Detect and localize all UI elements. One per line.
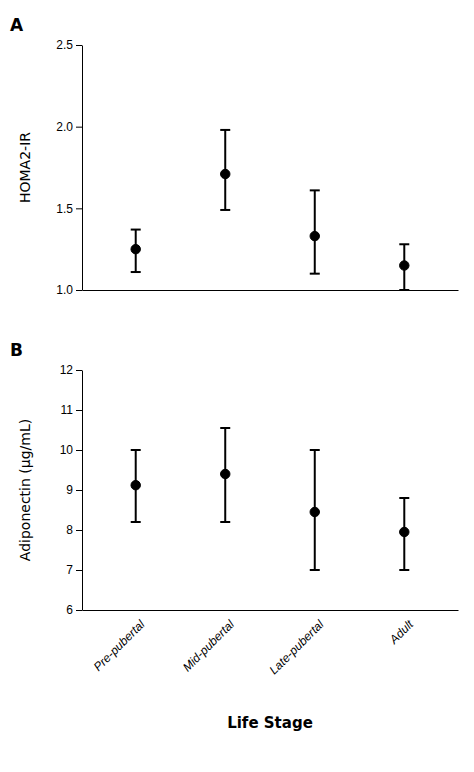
y-tick-mark [76, 570, 82, 571]
point [310, 231, 319, 240]
x-axis-line [83, 290, 459, 291]
point [131, 244, 140, 253]
y-axis-line [82, 46, 83, 291]
y-tick: 2.0 [56, 120, 82, 134]
point [221, 469, 230, 478]
error-bar [131, 450, 141, 522]
y-tick-mark [76, 490, 82, 491]
error-bar [131, 230, 141, 272]
panel: 6 7 8 9 10 11 12 Pre-pubertal Mid-pubertal Late-p… [10, 340, 459, 732]
y-tick-mark [76, 410, 82, 411]
error-bar-cap-upper [220, 427, 230, 429]
y-tick-label: 2.5 [56, 38, 73, 52]
x-tick-label: Adult [386, 617, 416, 647]
y-tick-mark [76, 45, 82, 46]
error-bar-cap-upper [131, 229, 141, 231]
error-bar-cap-upper [310, 189, 320, 191]
panel-label: B [10, 340, 23, 360]
y-tick: 1.5 [56, 202, 82, 216]
error-bar-cap-lower [399, 569, 409, 571]
y-tick: 12 [60, 363, 82, 377]
x-axis [83, 290, 459, 291]
x-axis-line [83, 610, 459, 611]
point [310, 507, 319, 516]
error-bar [310, 190, 320, 273]
error-bar-cap-lower [220, 209, 230, 211]
error-bar-cap-upper [131, 449, 141, 451]
x-tick-label: Pre-pubertal [91, 617, 148, 674]
x-tick: Pre-pubertal [91, 617, 148, 674]
y-tick-label: 1.0 [56, 283, 73, 297]
y-tick: 11 [61, 403, 82, 417]
y-axis: 1.0 1.5 2.0 2.5 [56, 38, 82, 297]
error-bar-cap-upper [399, 243, 409, 245]
error-bar [220, 130, 230, 210]
y-tick-mark [76, 450, 82, 451]
point [221, 169, 230, 178]
x-axis-title: Life Stage [227, 714, 313, 732]
x-tick: Mid-pubertal [180, 617, 237, 674]
y-tick-mark [76, 208, 82, 209]
y-tick-label: 11 [61, 403, 74, 417]
y-tick: 9 [66, 483, 82, 497]
y-tick: 7 [66, 563, 82, 577]
y-axis-title: Adiponectin (μg/mL) [17, 419, 33, 561]
y-tick-label: 1.5 [56, 202, 73, 216]
y-tick-label: 2.0 [56, 120, 73, 134]
x-tick: Adult [386, 617, 416, 647]
error-bar [399, 244, 409, 290]
y-tick: 2.5 [56, 38, 82, 52]
y-tick-label: 6 [66, 603, 73, 617]
error-bar-cap-lower [131, 521, 141, 523]
point [400, 527, 409, 536]
y-tick-mark [76, 530, 82, 531]
chart-root: 1.0 1.5 2.0 2.5 HOMA2-IR A 6 7 8 9 10 11 12 Pre-puber… [0, 0, 474, 772]
x-tick-label: Late-pubertal [267, 617, 327, 677]
y-tick-mark [76, 127, 82, 128]
panel: 1.0 1.5 2.0 2.5 HOMA2-IR A [10, 15, 459, 297]
point [400, 261, 409, 270]
y-tick: 8 [66, 523, 82, 537]
error-bar-cap-lower [310, 569, 320, 571]
y-tick-mark [76, 610, 82, 611]
y-axis: 6 7 8 9 10 11 12 [60, 363, 83, 617]
x-axis: Pre-pubertal Mid-pubertal Late-pubertal Adu… [83, 611, 459, 678]
y-tick: 1.0 [56, 283, 82, 297]
error-bar-cap-upper [310, 449, 320, 451]
y-tick: 6 [66, 603, 82, 617]
y-axis-title: HOMA2-IR [17, 132, 33, 203]
error-bar-cap-lower [399, 289, 409, 290]
y-tick-label: 9 [66, 483, 73, 497]
y-tick-label: 7 [66, 563, 73, 577]
y-tick-mark [76, 290, 82, 291]
panel-label: A [10, 15, 24, 35]
y-tick-mark [76, 370, 82, 371]
point [131, 480, 140, 489]
y-axis-line [82, 371, 83, 611]
error-bar-cap-upper [399, 497, 409, 499]
error-bar-cap-lower [310, 273, 320, 275]
y-tick-label: 8 [66, 523, 73, 537]
error-bar [310, 450, 320, 570]
error-bar [220, 428, 230, 522]
x-tick-label: Mid-pubertal [180, 617, 237, 674]
y-tick-label: 12 [60, 363, 74, 377]
marks [131, 130, 410, 290]
error-bar-cap-lower [220, 521, 230, 523]
error-bar [399, 498, 409, 570]
y-tick: 10 [60, 443, 82, 457]
marks [131, 428, 410, 570]
error-bar-cap-lower [131, 271, 141, 273]
x-tick: Late-pubertal [267, 617, 327, 677]
y-tick-label: 10 [60, 443, 74, 457]
error-bar-cap-upper [220, 129, 230, 131]
